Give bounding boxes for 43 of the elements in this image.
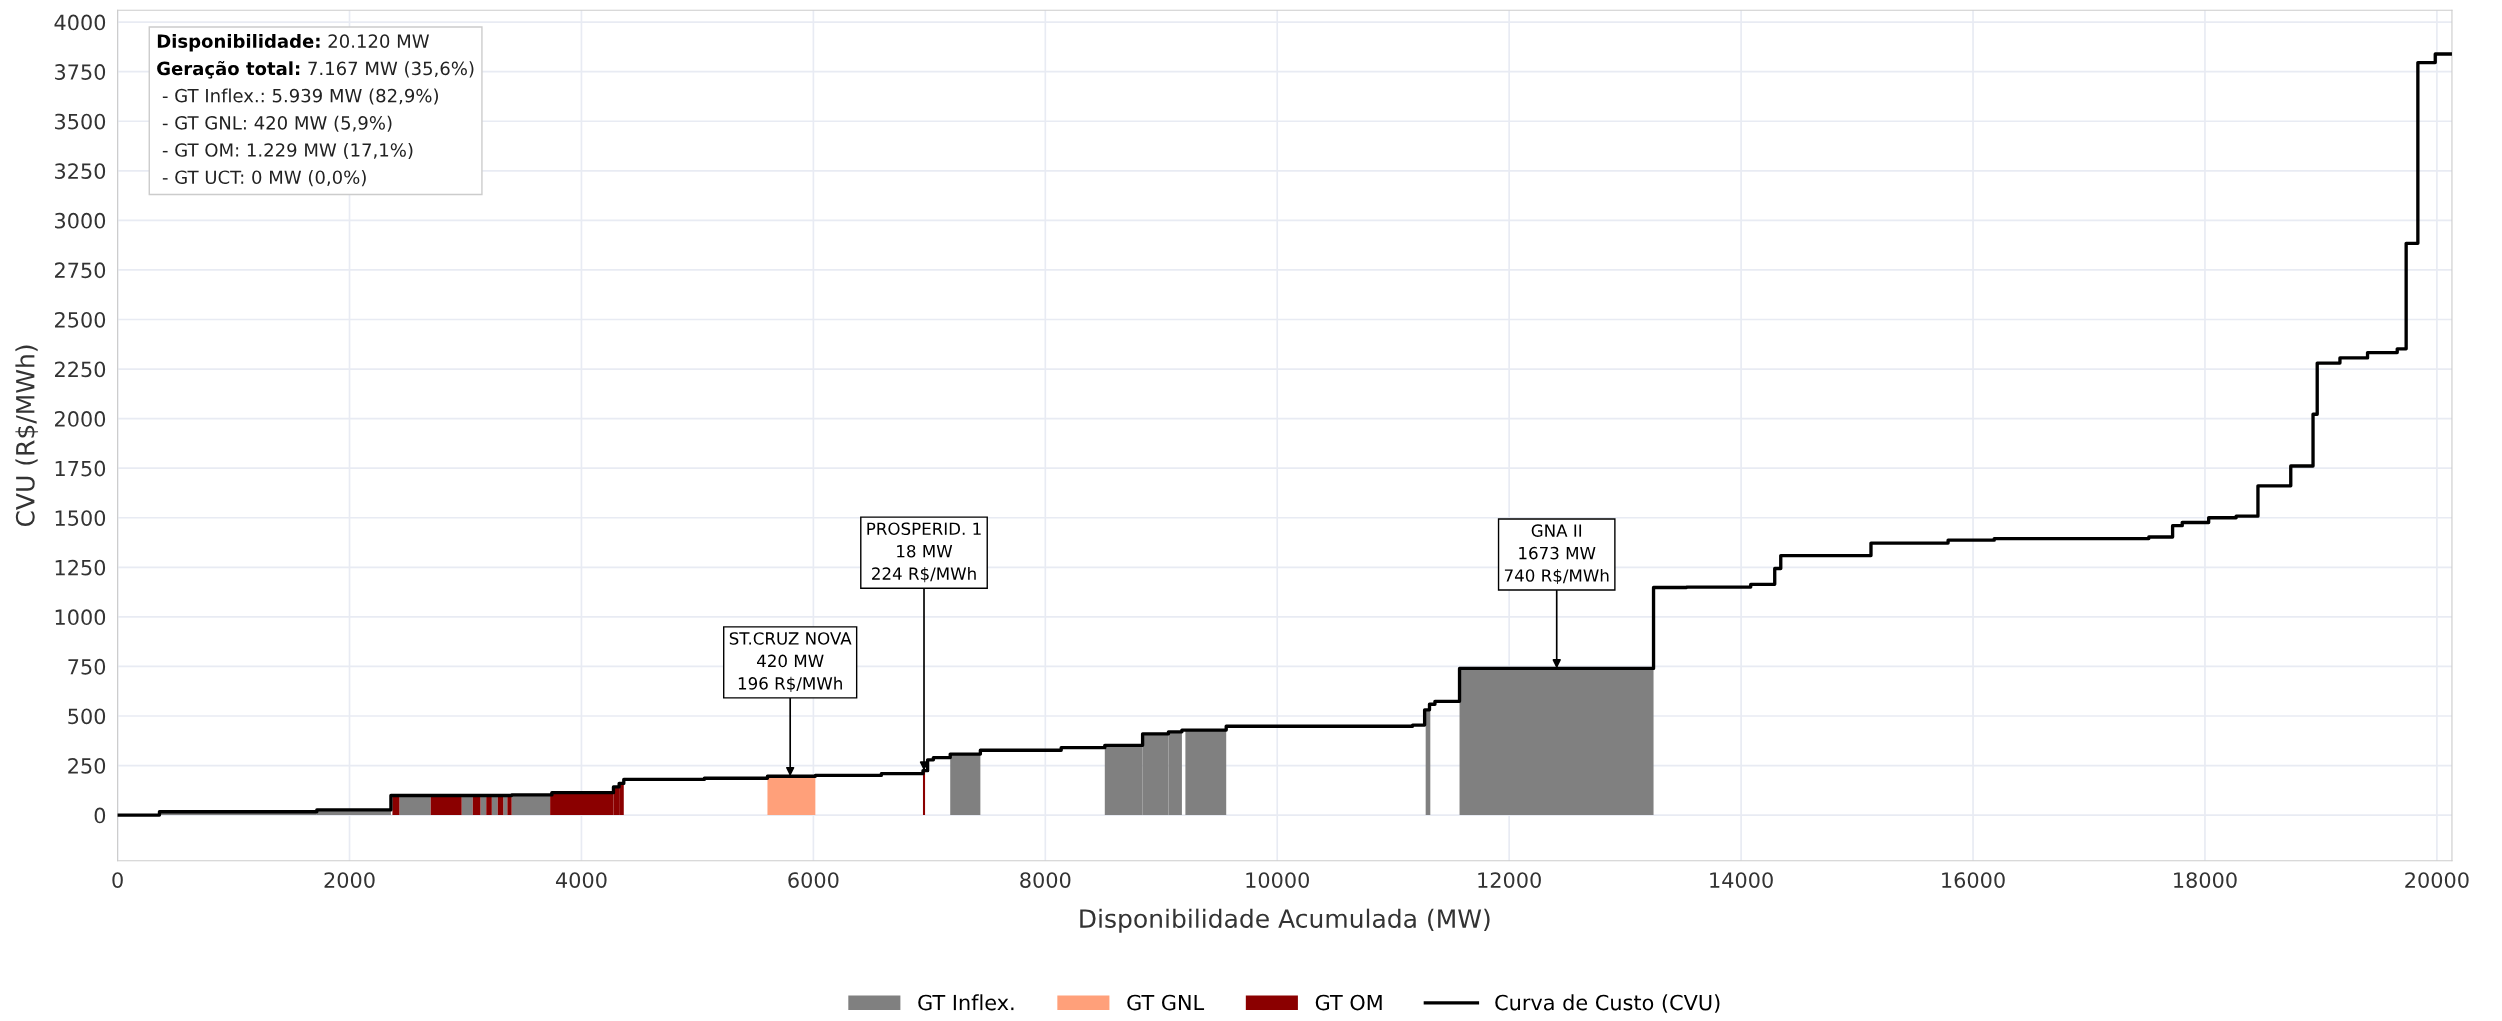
annotation: - GT Inflex.: 5.939 MW (82,9%) xyxy=(162,88,438,105)
y-tick-label: 1000 xyxy=(55,609,106,626)
x-tick-label: 20000 xyxy=(2405,872,2469,888)
y-tick-label: 3750 xyxy=(55,64,106,80)
x-tick-label: 8000 xyxy=(1020,872,1071,888)
x-tick-label: 4000 xyxy=(555,872,607,888)
x-tick-label: 2000 xyxy=(324,872,375,888)
annotation: GNA II 1673 MW 740 R$/MWh xyxy=(1504,524,1609,585)
y-tick-label: 1750 xyxy=(55,460,106,477)
y-axis-title: CVU (R$/MWh) xyxy=(15,345,39,527)
legend-label: GT GNL xyxy=(1127,994,1205,1011)
annotation: Geração total: 7.167 MW (35,6%) xyxy=(157,60,474,79)
x-tick-label: 6000 xyxy=(788,872,839,888)
x-tick-label: 18000 xyxy=(2174,872,2237,888)
legend-label: Curva de Custo (CVU) xyxy=(1495,994,1720,1013)
annotation: - GT GNL: 420 MW (5,9%) xyxy=(162,115,392,132)
y-tick-label: 750 xyxy=(68,658,106,675)
annotation: Disponibilidade: 20.120 MW xyxy=(157,33,429,52)
legend-label: GT OM xyxy=(1315,994,1382,1011)
x-axis-title: Disponibilidade Acumulada (MW) xyxy=(1080,908,1490,933)
y-tick-label: 2750 xyxy=(54,262,106,279)
y-tick-label: 3250 xyxy=(55,163,106,179)
x-tick-label: 12000 xyxy=(1478,872,1541,888)
y-tick-label: 500 xyxy=(68,708,106,725)
y-tick-label: 4000 xyxy=(54,14,106,31)
legend-label: GT Inflex. xyxy=(918,994,1014,1011)
y-tick-label: 2500 xyxy=(54,311,106,328)
y-tick-label: 250 xyxy=(68,758,106,774)
y-tick-label: 3500 xyxy=(55,113,106,130)
annotation: ST.CRUZ NOVA 420 MW 196 R$/MWh xyxy=(729,632,852,692)
y-tick-label: 1500 xyxy=(55,510,106,526)
y-tick-label: 0 xyxy=(94,807,106,824)
annotation: - GT UCT: 0 MW (0,0%) xyxy=(162,170,366,187)
y-tick-label: 3000 xyxy=(55,212,106,229)
x-tick-label: 0 xyxy=(112,872,123,888)
y-tick-label: 1250 xyxy=(55,559,106,576)
y-tick-label: 2250 xyxy=(54,361,106,378)
y-tick-label: 2000 xyxy=(54,411,106,427)
x-tick-label: 14000 xyxy=(1710,872,1773,888)
annotation: PROSPERID. 1 18 MW 224 R$/MWh xyxy=(867,522,981,583)
x-tick-label: 10000 xyxy=(1246,872,1309,888)
annotation: - GT OM: 1.229 MW (17,1%) xyxy=(162,142,413,159)
x-tick-label: 16000 xyxy=(1942,872,2005,888)
